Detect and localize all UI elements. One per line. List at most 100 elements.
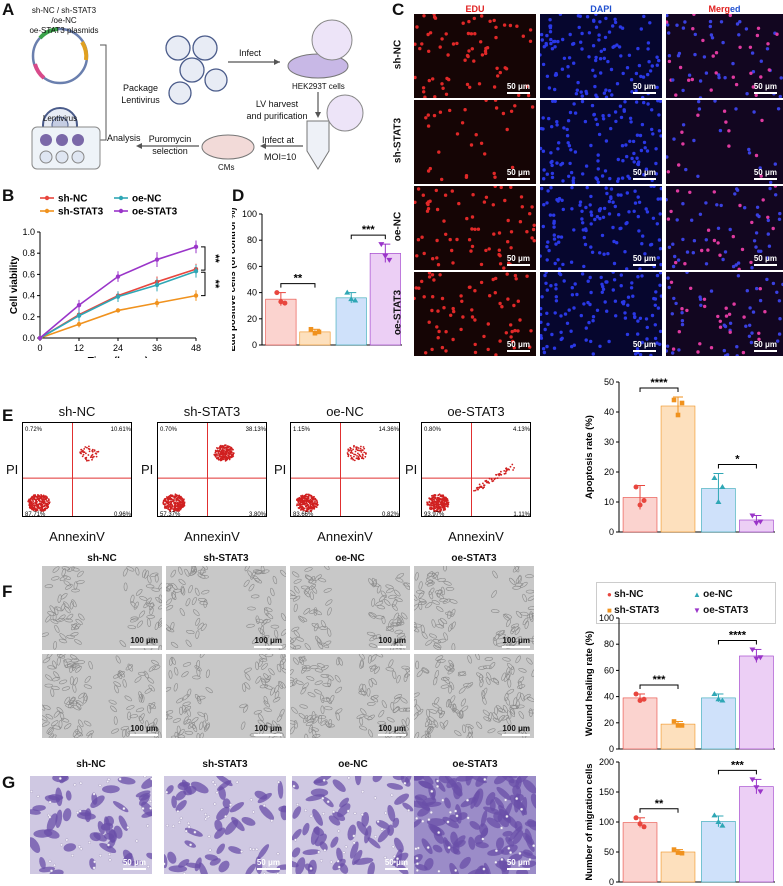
scale-bar: 50 μm <box>123 858 146 870</box>
quadrant-ll: 93.97% <box>424 512 445 517</box>
scale-bar: 100 μm <box>502 724 530 736</box>
bar-oe-NC <box>335 297 367 346</box>
y-tick-label: 100 <box>599 613 614 623</box>
scale-bar: 100 μm <box>254 724 282 736</box>
flow-plot-oe-NC: 1.15% 14.36% 83.66% 0.82% <box>290 422 400 517</box>
scale-bar: 100 μm <box>130 724 158 736</box>
scale-bar: 50 μm <box>507 340 530 352</box>
micrograph-sh-NC-Merged: 50 μm <box>666 14 783 98</box>
cell-texture <box>414 566 534 650</box>
cell-texture <box>166 566 286 650</box>
data-point <box>637 698 643 704</box>
sig-bracket <box>639 808 679 813</box>
y-axis-label: Apoptosis rate (%) <box>585 415 595 499</box>
cell-texture <box>42 566 162 650</box>
flow-title-sh-NC: sh-NC <box>58 404 96 419</box>
quadrant-ul: 0.70% <box>160 427 178 433</box>
cell-texture <box>166 654 286 738</box>
cell-dots <box>666 186 782 270</box>
data-point <box>316 329 322 335</box>
infect-at-label: Infect at <box>262 135 295 145</box>
wound-title-sh-NC: sh-NC <box>87 553 117 564</box>
data-point <box>671 719 677 724</box>
y-tick-label: 80 <box>247 235 257 245</box>
y-tick-label: 0 <box>609 744 614 754</box>
sig-bracket <box>639 387 679 392</box>
quadrant-ul: 0.72% <box>25 427 43 433</box>
micrograph-sh-NC-EDU: 50 μm <box>414 14 536 98</box>
panel-label-c: C <box>392 0 405 19</box>
cell-dots <box>414 186 536 270</box>
quadrant-lr: 1.11% <box>513 512 530 517</box>
sig-bracket <box>280 283 316 288</box>
sig-bracket <box>350 234 386 240</box>
data-point <box>749 777 756 783</box>
y-tick-label: 1.0 <box>22 227 35 237</box>
wound-image-oe-NC-0: 100 μm <box>290 566 410 650</box>
cell-dots <box>540 272 662 356</box>
data-point <box>753 656 760 662</box>
y-tick-label: 150 <box>599 787 614 797</box>
data-point <box>715 499 722 504</box>
data-point <box>378 242 385 248</box>
scale-bar: 50 μm <box>633 82 656 94</box>
panel-label-a: A <box>2 0 15 19</box>
data-point <box>675 723 681 728</box>
legend-text: sh-STAT3 <box>614 605 660 616</box>
x-axis-label: Time (hours) <box>88 356 148 358</box>
sig-bracket <box>201 246 206 271</box>
migration-image-oe-STAT3: 50 μm <box>414 776 536 874</box>
data-point <box>633 484 639 490</box>
data-point <box>37 335 43 341</box>
quadrant-ul: 0.80% <box>424 427 442 433</box>
y-tick-label: 100 <box>242 209 257 219</box>
col-merged: Merged <box>708 4 741 14</box>
migration-image-sh-STAT3: 50 μm <box>164 776 286 874</box>
puromycin-label-2: selection <box>152 146 188 156</box>
lv-harvest-label-2: and purification <box>246 111 308 121</box>
bar-sh-NC <box>622 697 658 750</box>
panel-label-b: B <box>2 186 15 205</box>
scale-bar: 50 μm <box>507 82 530 94</box>
significance-mark: **** <box>729 629 747 641</box>
significance-mark: *** <box>731 759 745 771</box>
quadrant-ur: 10.61% <box>111 427 132 433</box>
scale-bar: 50 μm <box>754 254 777 266</box>
data-point <box>312 330 318 336</box>
data-point <box>76 302 82 308</box>
micrograph-sh-STAT3-Merged: 50 μm <box>666 100 783 184</box>
y-tick-label: 30 <box>604 437 614 447</box>
wound-image-sh-STAT3-0: 100 μm <box>166 566 286 650</box>
legend-marker: ▲ <box>693 590 704 599</box>
flow-title-oe-NC: oe-NC <box>326 404 364 419</box>
data-point <box>749 647 756 653</box>
wound-title-oe-STAT3: oe-STAT3 <box>451 553 497 564</box>
migration-image-sh-NC: 50 μm <box>30 776 152 874</box>
virus-cluster-icon <box>165 35 228 105</box>
wound-image-oe-STAT3-0: 100 μm <box>414 566 534 650</box>
y-tick-label: 0.2 <box>22 312 35 322</box>
x-tick-label: 36 <box>152 343 162 353</box>
data-point <box>641 696 647 702</box>
flow-ylabel: PI <box>405 461 418 477</box>
cell-dots <box>666 272 783 356</box>
cell-dots <box>666 100 781 184</box>
bar-oe-STAT3 <box>739 786 774 883</box>
legend-item: sh-STAT3 <box>58 207 104 218</box>
wound-image-sh-NC-1: 100 μm <box>42 654 162 738</box>
scale-bar: 100 μm <box>130 636 158 648</box>
data-point <box>719 484 726 489</box>
quadrant-ll: 57.37% <box>160 512 181 517</box>
y-tick-label: 40 <box>247 288 257 298</box>
micrograph-sh-NC-DAPI: 50 μm <box>540 14 662 98</box>
significance-mark: ** <box>655 798 664 810</box>
flow-title-oe-STAT3: oe-STAT3 <box>447 404 505 419</box>
y-tick-label: 60 <box>604 665 614 675</box>
migration-title-oe-NC: oe-NC <box>338 759 368 770</box>
micrograph-oe-STAT3-EDU: 50 μm <box>414 272 536 356</box>
data-point <box>193 293 199 298</box>
x-tick-label: 48 <box>191 343 201 353</box>
